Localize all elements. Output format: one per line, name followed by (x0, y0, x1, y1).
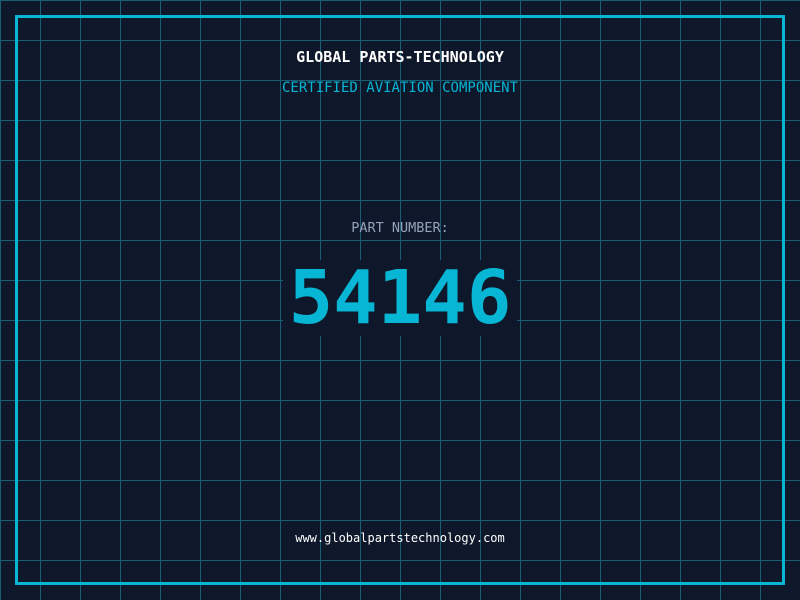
part-number-value: 54146 (282, 260, 518, 336)
border-frame (15, 15, 785, 585)
website-url: www.globalpartstechnology.com (295, 531, 505, 545)
part-number-label: PART NUMBER: (351, 220, 449, 236)
part-number-container: 54146 (0, 260, 800, 336)
company-title: GLOBAL PARTS-TECHNOLOGY (296, 48, 504, 66)
certification-subtitle: CERTIFIED AVIATION COMPONENT (281, 80, 518, 96)
